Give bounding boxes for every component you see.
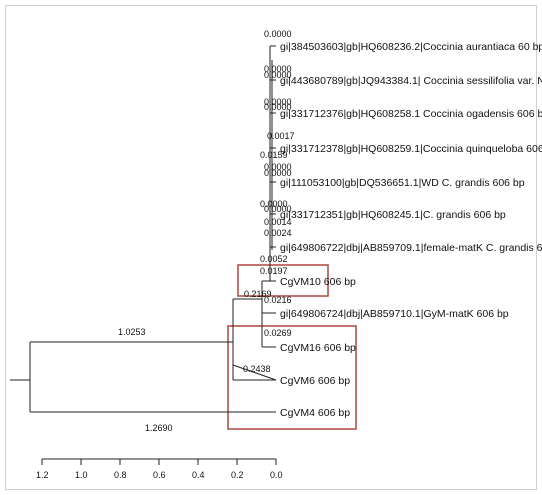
leaf-label: gi|111053100|gb|DQ536651.1|WD C. grandis… <box>280 177 525 189</box>
axis-tick-label: 0.4 <box>192 470 205 480</box>
figure-frame <box>5 5 537 490</box>
branch-length-label: 0.0000 <box>264 162 292 172</box>
leaf-label: gi|331712351|gb|HQ608245.1|C. grandis 60… <box>280 209 506 221</box>
branch-length-label: 0.0014 <box>264 217 292 227</box>
branch-length-labels: 0.0000 0.0000 0.0000 0.0000 0.0000 0.001… <box>118 29 295 433</box>
axis-tick-label: 0.2 <box>231 470 244 480</box>
branch-length-label: 0.0159 <box>260 150 288 160</box>
branch-length-label: 0.0024 <box>264 228 292 238</box>
axis-tick-label: 1.0 <box>75 470 88 480</box>
branch-length-label: 0.0269 <box>264 328 292 338</box>
axis-tick-label: 0.0 <box>270 470 283 480</box>
leaf-label: gi|649806722|dbj|AB859709.1|female-matK … <box>280 242 542 254</box>
axis-tick-label: 1.2 <box>36 470 49 480</box>
branch-length-label: 1.0253 <box>118 327 146 337</box>
branch-length-label: 0.0000 <box>264 168 292 178</box>
leaf-label: CgVM4 606 bp <box>280 407 350 419</box>
tree-edges <box>10 45 277 413</box>
branch-length-label: 0.0000 <box>264 97 292 107</box>
leaf-label: gi|331712376|gb|HQ608258.1 Coccinia ogad… <box>280 108 542 120</box>
highlight-box-cgvm10 <box>237 264 329 297</box>
branch-length-label: 0.0052 <box>260 254 288 264</box>
branch-length-label: 0.0197 <box>260 266 288 276</box>
leaf-label: gi|384503603|gb|HQ608236.2|Coccinia aura… <box>280 41 542 53</box>
branch-length-label: 0.2169 <box>244 289 272 299</box>
leaf-label: CgVM6 606 bp <box>280 375 350 387</box>
highlight-box-cgvm-cluster <box>227 325 357 430</box>
branch-length-label: 1.2690 <box>145 423 173 433</box>
branch-length-label: 0.0000 <box>264 102 292 112</box>
branch-length-label: 0.2438 <box>243 364 271 374</box>
branch-length-label: 0.0017 <box>267 131 295 141</box>
leaf-label: gi|443680789|gb|JQ943384.1| Coccinia ses… <box>280 75 542 87</box>
edge-cgvm6-diag <box>232 364 277 381</box>
branch-length-label: 0.0216 <box>264 295 292 305</box>
branch-length-label: 0.0000 <box>260 199 288 209</box>
axis-tick-label: 0.6 <box>153 470 166 480</box>
leaf-label: gi|331712378|gb|HQ608259.1|Coccinia quin… <box>280 143 542 155</box>
leaf-labels: gi|384503603|gb|HQ608236.2|Coccinia aura… <box>280 41 542 419</box>
axis-tick-label: 0.8 <box>114 470 127 480</box>
branch-length-label: 0.0000 <box>264 29 292 39</box>
branch-length-label: 0.0000 <box>264 204 292 214</box>
branch-length-label: 0.0000 <box>264 64 292 74</box>
leaf-label: CgVM16 606 bp <box>280 342 356 354</box>
leaf-label: CgVM10 606 bp <box>280 276 356 288</box>
scale-axis: 1.2 1.0 0.8 0.6 0.4 0.2 0.0 <box>36 458 283 480</box>
leaf-label: gi|649806724|dbj|AB859710.1|GyM-matK 606… <box>280 308 509 320</box>
branch-length-label: 0.0000 <box>264 70 292 80</box>
